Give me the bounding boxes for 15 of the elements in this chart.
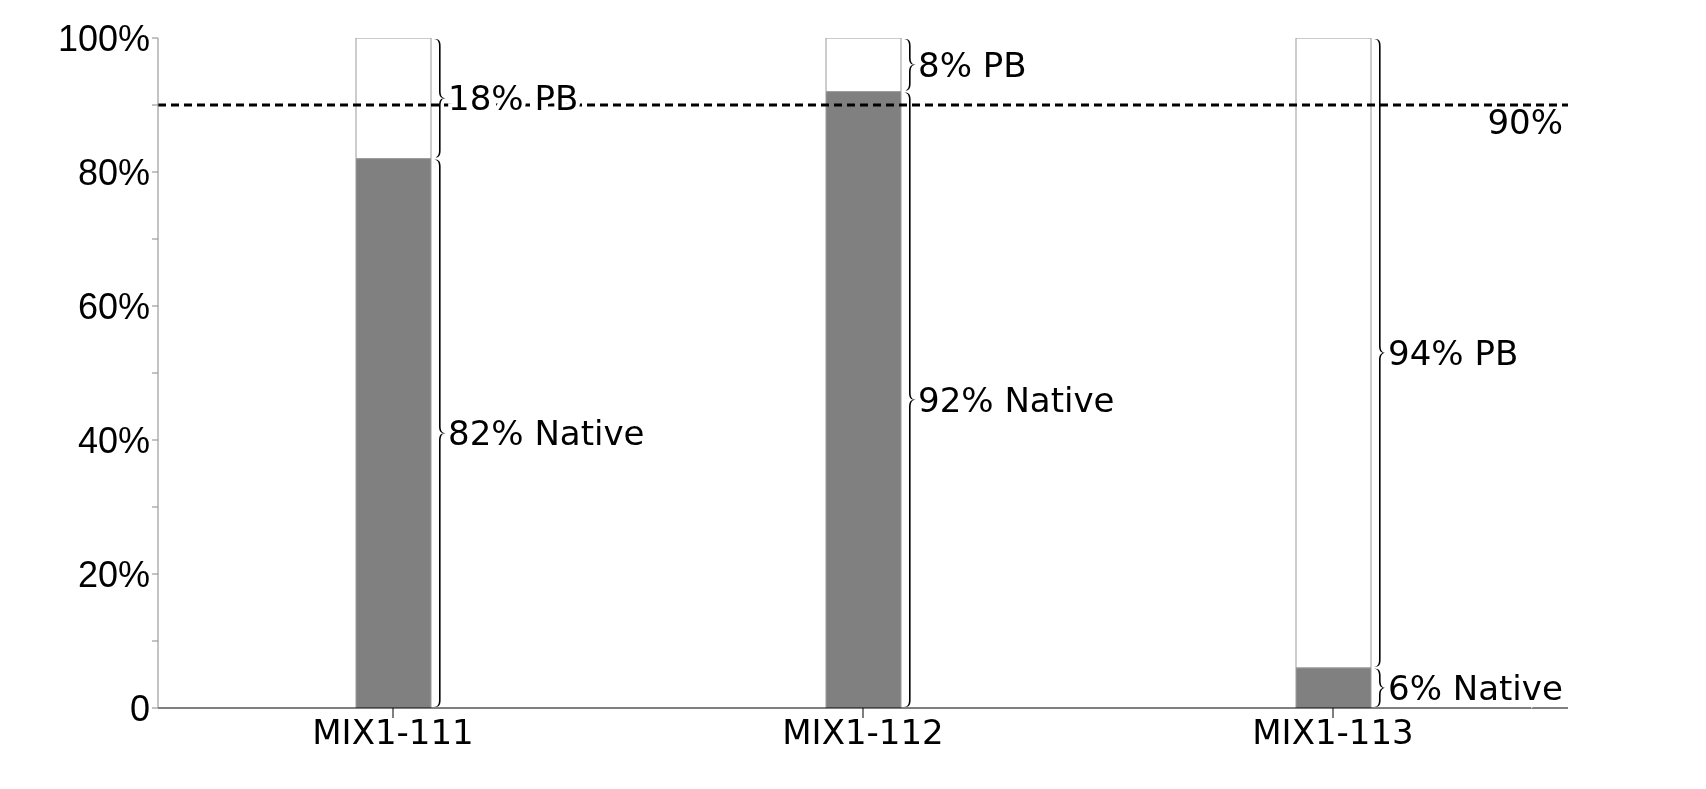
annotation: 6% Native xyxy=(1388,667,1563,708)
annotation: 92% Native xyxy=(918,379,1115,420)
x-tick-label: MIX1-113 xyxy=(1252,712,1414,753)
annotation: 94% PB xyxy=(1388,332,1519,373)
x-tick-label: MIX1-112 xyxy=(782,712,944,753)
x-tick-label: MIX1-111 xyxy=(312,712,474,753)
y-tick-label: 80% xyxy=(77,151,150,193)
ref-line-label: 90% xyxy=(1487,102,1563,143)
y-tick-label: 20% xyxy=(77,553,150,595)
y-tick-label: 60% xyxy=(77,285,150,327)
y-tick-label: 100% xyxy=(57,17,150,59)
annotation: 8% PB xyxy=(918,44,1027,85)
y-tick-label: 0 xyxy=(129,687,150,729)
y-tick-label: 40% xyxy=(77,419,150,461)
annotation: 82% Native xyxy=(448,413,645,454)
